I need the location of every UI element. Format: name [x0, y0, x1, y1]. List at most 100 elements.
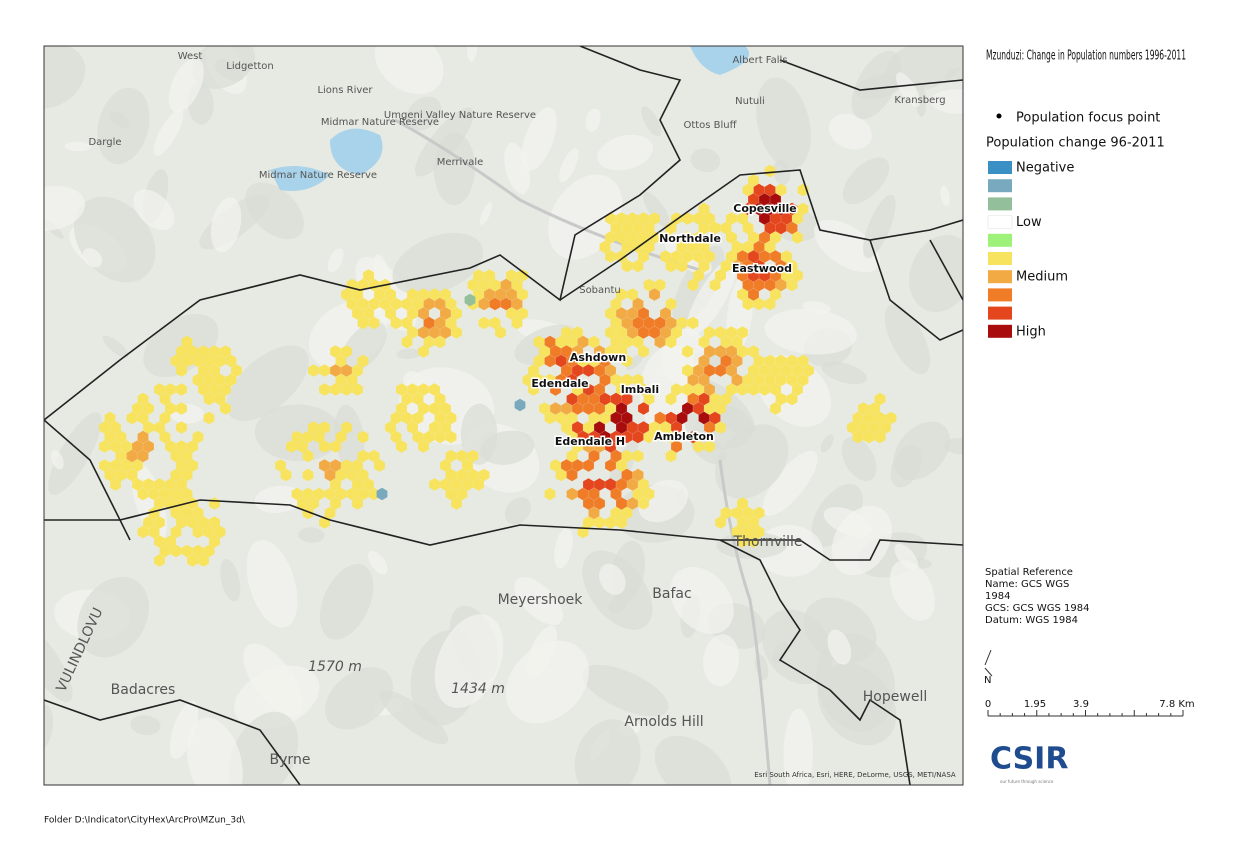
terrain-shade	[298, 527, 325, 543]
hex-cell	[792, 231, 803, 244]
hex-cell	[440, 326, 451, 339]
hex-cell	[220, 402, 231, 415]
legend-point-label: Population focus point	[1016, 111, 1160, 126]
hex-cell	[445, 468, 457, 482]
scale-label: 0	[985, 699, 991, 710]
hex-cell	[115, 430, 127, 444]
hex-cell	[621, 392, 633, 406]
hex-cell	[698, 392, 710, 406]
hex-cell	[621, 335, 633, 349]
hex-cell	[621, 449, 633, 463]
hex-cell	[682, 345, 693, 358]
hex-cell	[214, 354, 226, 368]
hex-cell	[770, 193, 781, 206]
hex-cell	[588, 354, 600, 368]
hex-cell	[544, 373, 556, 387]
hex-cell	[429, 421, 440, 434]
hex-cell	[181, 544, 193, 558]
map-label: Northdale	[659, 232, 721, 245]
hex-cell	[209, 364, 220, 377]
hex-cell	[671, 440, 682, 453]
hex-cell	[803, 364, 814, 377]
hex-cell	[786, 373, 798, 387]
hex-cell	[390, 430, 402, 444]
terrain-shade	[168, 58, 204, 113]
hex-cell	[170, 487, 182, 501]
hex-cell	[731, 240, 743, 254]
terrain-shade	[48, 412, 102, 495]
hex-cell	[693, 250, 704, 263]
hex-cell	[346, 468, 358, 482]
terrain-shade	[334, 404, 365, 474]
hex-cell	[445, 430, 457, 444]
hex-cell	[396, 383, 407, 396]
terrain-shade	[50, 450, 64, 470]
hex-cell	[583, 440, 594, 453]
hex-cell	[330, 459, 341, 472]
hex-cell	[671, 421, 682, 434]
hex-cell	[770, 250, 781, 263]
hex-cell	[748, 516, 759, 529]
hex-cell	[616, 421, 627, 434]
hex-cell	[330, 440, 341, 453]
terrain-shade	[226, 345, 309, 421]
hex-cell	[671, 250, 682, 263]
hex-cell	[753, 183, 765, 197]
hex-cell	[341, 345, 352, 358]
hex-cell	[423, 316, 435, 330]
hex-cell	[187, 440, 198, 453]
terrain-shade	[396, 348, 422, 359]
hex-cell	[154, 535, 165, 548]
hex-cell	[363, 307, 374, 320]
hex-cell	[330, 478, 341, 491]
hex-cell	[720, 221, 732, 235]
hex-cell	[709, 392, 721, 406]
hex-cell	[665, 259, 677, 273]
hex-cell	[737, 383, 748, 396]
terrain-shade	[374, 46, 444, 95]
hex-cell	[192, 506, 204, 520]
terrain-shade	[914, 82, 927, 117]
hex-cell	[775, 183, 787, 197]
hex-cell	[495, 326, 506, 339]
hex-cell	[478, 278, 490, 292]
hex-cell	[170, 544, 182, 558]
hex-cell	[704, 383, 715, 396]
lake	[270, 166, 330, 191]
hex-cell	[693, 231, 704, 244]
hex-cell	[489, 316, 501, 330]
hex-cell	[176, 345, 187, 358]
hex-cell	[726, 212, 737, 225]
map-label: Midmar Nature Reserve	[259, 170, 377, 181]
hex-cell	[335, 373, 347, 387]
hex-cell	[594, 383, 605, 396]
hex-cell	[467, 449, 479, 463]
hex-cell	[786, 278, 798, 292]
hex-cell	[583, 478, 594, 491]
hex-cell	[319, 383, 330, 396]
hex-cell	[643, 487, 655, 501]
hex-cell	[665, 392, 677, 406]
hex-cell	[704, 440, 715, 453]
legend-swatch	[988, 179, 1012, 193]
map-label: West	[178, 51, 203, 62]
hex-cell	[599, 430, 611, 444]
hex-cell	[583, 402, 594, 415]
hex-cell	[330, 364, 341, 377]
hex-cell	[352, 288, 363, 301]
hex-cell	[335, 468, 347, 482]
terrain-shade	[944, 437, 963, 455]
terrain-shade	[245, 182, 304, 240]
legend-swatch	[988, 197, 1012, 211]
hex-cell	[176, 402, 187, 415]
hex-cell	[170, 468, 182, 482]
hex-cell	[572, 383, 583, 396]
hex-cell	[401, 411, 413, 425]
hex-cell	[748, 383, 759, 396]
hex-cell	[352, 307, 363, 320]
hex-cell	[638, 383, 649, 396]
hex-cell	[374, 459, 385, 472]
map-label: Hopewell	[863, 689, 927, 705]
terrain-shade	[597, 134, 653, 171]
